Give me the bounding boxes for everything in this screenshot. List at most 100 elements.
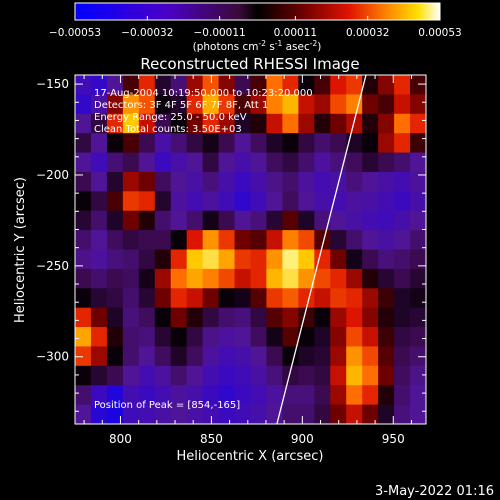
heatmap-cell bbox=[346, 327, 363, 348]
heatmap-cell bbox=[250, 94, 268, 115]
heatmap-cell bbox=[266, 288, 283, 309]
heatmap-cell bbox=[346, 385, 363, 406]
heatmap-cell bbox=[202, 288, 220, 309]
heatmap-cell bbox=[186, 113, 204, 134]
y-axis-tick-labels: −150 −200 −250 −300 bbox=[36, 77, 69, 364]
heatmap-cell bbox=[90, 307, 108, 328]
heatmap-cell bbox=[330, 152, 347, 173]
heatmap-cell bbox=[394, 152, 411, 173]
heatmap-cell bbox=[106, 171, 124, 192]
heatmap-cell bbox=[282, 230, 299, 251]
heatmap-cell bbox=[106, 230, 124, 251]
heatmap-cell bbox=[90, 75, 108, 95]
heatmap-cell bbox=[170, 94, 188, 115]
heatmap-cell bbox=[346, 171, 363, 192]
heatmap-cell bbox=[234, 288, 252, 309]
heatmap-cell bbox=[330, 385, 347, 406]
heatmap-cell bbox=[75, 346, 92, 367]
heatmap-cell bbox=[122, 75, 140, 95]
plot-area bbox=[74, 74, 427, 425]
heatmap-cell bbox=[170, 385, 188, 406]
heatmap-cell bbox=[330, 346, 347, 367]
colorbar-tick-label: 0.00011 bbox=[274, 27, 317, 39]
plot-frame bbox=[74, 74, 427, 425]
heatmap-cell bbox=[138, 327, 156, 348]
colorbar-tick-label: 0.00053 bbox=[418, 27, 461, 39]
heatmap-cell bbox=[346, 152, 363, 173]
heatmap-cell bbox=[75, 133, 92, 154]
heatmap-cell bbox=[218, 75, 236, 95]
heatmap-cell bbox=[410, 404, 426, 424]
heatmap-cell bbox=[138, 307, 156, 328]
heatmap-cell bbox=[346, 404, 363, 424]
heatmap-cell bbox=[138, 249, 156, 270]
heatmap-cell bbox=[202, 152, 220, 173]
heatmap-cell bbox=[90, 113, 108, 134]
heatmap-cell bbox=[90, 133, 108, 154]
heatmap-cell bbox=[250, 230, 268, 251]
heatmap-cell bbox=[330, 113, 347, 134]
heatmap-cell bbox=[282, 171, 299, 192]
heatmap-cell bbox=[154, 75, 172, 95]
heatmap-cell bbox=[106, 191, 124, 212]
heatmap-cell bbox=[266, 249, 283, 270]
heatmap-cell bbox=[106, 210, 124, 231]
heatmap-cell bbox=[75, 191, 92, 212]
heatmap-cell bbox=[170, 171, 188, 192]
heatmap-cell bbox=[282, 268, 299, 289]
heatmap-cell bbox=[410, 249, 426, 270]
heatmap-cell bbox=[186, 385, 204, 406]
heatmap-cell bbox=[202, 133, 220, 154]
heatmap-cell bbox=[282, 113, 299, 134]
heatmap-cell bbox=[154, 113, 172, 134]
heatmap-cell bbox=[362, 133, 379, 154]
heatmap-cell bbox=[298, 230, 315, 251]
heatmap-cell bbox=[410, 152, 426, 173]
y-axis-label: Heliocentric Y (arcsec) bbox=[13, 177, 28, 323]
heatmap-cell bbox=[394, 268, 411, 289]
heatmap-cell bbox=[298, 191, 315, 212]
heatmap-cell bbox=[154, 210, 172, 231]
colorbar-units-exp2: -1 bbox=[275, 39, 283, 48]
heatmap-cell bbox=[186, 210, 204, 231]
heatmap-cell bbox=[378, 75, 395, 95]
heatmap-cell bbox=[314, 249, 331, 270]
heatmap-cell bbox=[218, 268, 236, 289]
heatmap-cell bbox=[378, 346, 395, 367]
solar-limb-line bbox=[276, 75, 367, 424]
heatmap-cell bbox=[346, 249, 363, 270]
heatmap-cell bbox=[410, 75, 426, 95]
heatmap-cell bbox=[298, 113, 315, 134]
heatmap-cell bbox=[122, 171, 140, 192]
heatmap-cell bbox=[250, 210, 268, 231]
heatmap-cell bbox=[314, 230, 331, 251]
heatmap-cell bbox=[250, 365, 268, 386]
heatmap-cell bbox=[90, 230, 108, 251]
heatmap-cell bbox=[346, 191, 363, 212]
heatmap-cell bbox=[378, 327, 395, 348]
heatmap-cell bbox=[314, 191, 331, 212]
heatmap-cell bbox=[186, 327, 204, 348]
heatmap-cell bbox=[378, 288, 395, 309]
heatmap-cell bbox=[394, 346, 411, 367]
heatmap-cell bbox=[362, 346, 379, 367]
heatmap-cell bbox=[314, 133, 331, 154]
heatmap-cell bbox=[154, 385, 172, 406]
heatmap-cell bbox=[362, 307, 379, 328]
heatmap-cell bbox=[154, 268, 172, 289]
heatmap-cell bbox=[202, 268, 220, 289]
heatmap-cell bbox=[186, 404, 204, 424]
heatmap-cell bbox=[330, 94, 347, 115]
heatmap-cell bbox=[138, 94, 156, 115]
heatmap-cell bbox=[90, 249, 108, 270]
heatmap-cell bbox=[122, 133, 140, 154]
heatmap-cell bbox=[75, 307, 92, 328]
heatmap-cell bbox=[202, 365, 220, 386]
annotation-peak-position: Position of Peak = [854,-165] bbox=[94, 400, 240, 411]
heatmap-cell bbox=[138, 288, 156, 309]
heatmap-cell bbox=[154, 152, 172, 173]
heatmap-cell bbox=[314, 288, 331, 309]
colorbar-units-exp1: -2 bbox=[259, 39, 267, 48]
heatmap-cell bbox=[394, 249, 411, 270]
heatmap-cell bbox=[282, 385, 299, 406]
